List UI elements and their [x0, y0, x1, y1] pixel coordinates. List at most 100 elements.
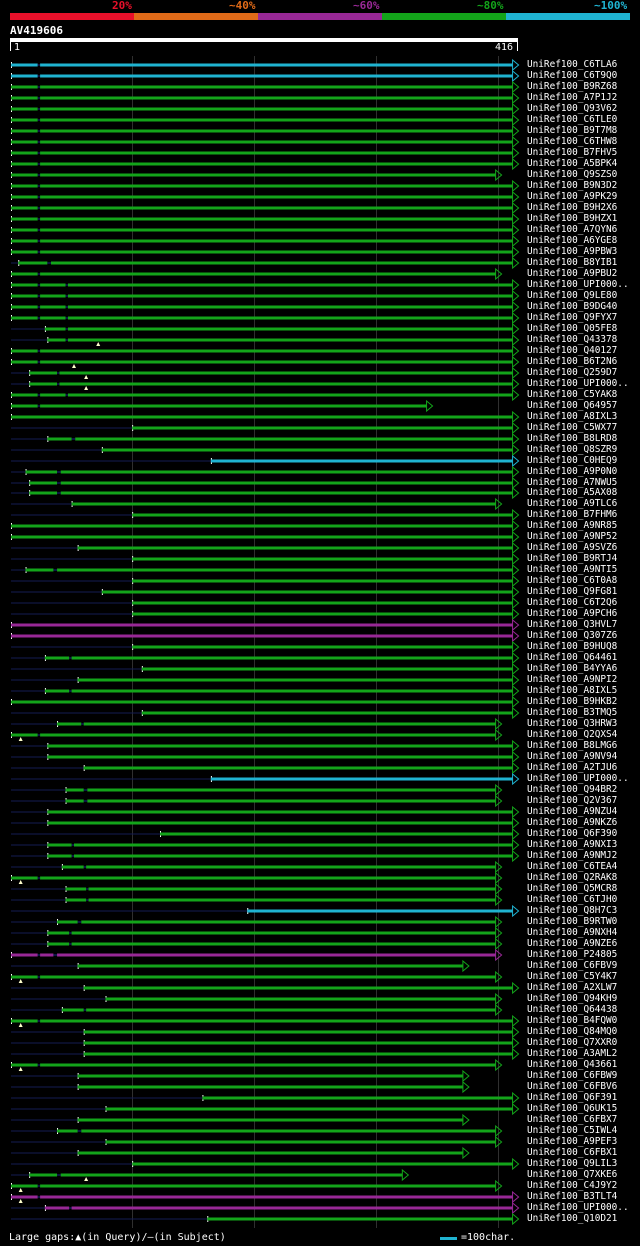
hit-label-link[interactable]: UniRef100_C6FBX7 — [527, 1114, 618, 1125]
hit-label-link[interactable]: UniRef100_B9HKB2 — [527, 696, 618, 707]
hit-label-link[interactable]: UniRef100_Q6UK15 — [527, 1103, 618, 1114]
hit-label-link[interactable]: UniRef100_Q2RAK8 — [527, 872, 618, 883]
hit-alignment-row[interactable] — [11, 212, 520, 226]
hit-alignment-row[interactable] — [11, 1069, 470, 1083]
hit-label-link[interactable]: UniRef100_Q10D21 — [527, 1213, 618, 1224]
hit-label-link[interactable]: UniRef100_Q8SZR9 — [527, 444, 618, 455]
hit-alignment-row[interactable] — [11, 739, 520, 753]
hit-alignment-row[interactable] — [11, 157, 520, 171]
hit-label-link[interactable]: UniRef100_C6FBV9 — [527, 960, 618, 971]
hit-alignment-row[interactable] — [11, 981, 520, 995]
hit-label-link[interactable]: UniRef100_Q93V62 — [527, 103, 618, 114]
hit-alignment-row[interactable] — [11, 1058, 503, 1072]
hit-label-link[interactable]: UniRef100_Q9LE80 — [527, 290, 618, 301]
hit-alignment-row[interactable] — [11, 959, 470, 973]
hit-label-link[interactable]: UniRef100_A7QYN6 — [527, 224, 618, 235]
hit-alignment-row[interactable] — [11, 1179, 503, 1193]
hit-label-link[interactable]: UniRef100_A9PBW3 — [527, 246, 618, 257]
hit-label-link[interactable]: UniRef100_C6T2Q6 — [527, 597, 618, 608]
hit-label-link[interactable]: UniRef100_C5YAK8 — [527, 389, 618, 400]
hit-label-link[interactable]: UniRef100_A9PCH6 — [527, 608, 618, 619]
hit-alignment-row[interactable] — [11, 552, 520, 566]
hit-alignment-row[interactable] — [11, 443, 520, 457]
hit-alignment-row[interactable] — [11, 1047, 520, 1061]
hit-alignment-row[interactable] — [11, 377, 520, 391]
hit-alignment-row[interactable] — [11, 519, 520, 533]
hit-alignment-row[interactable] — [11, 344, 520, 358]
hit-alignment-row[interactable] — [11, 234, 520, 248]
hit-alignment-row[interactable] — [11, 860, 503, 874]
hit-alignment-row[interactable] — [11, 1091, 520, 1105]
hit-alignment-row[interactable] — [11, 695, 520, 709]
hit-label-link[interactable]: UniRef100_A2TJU6 — [527, 762, 618, 773]
hit-alignment-row[interactable] — [11, 1003, 503, 1017]
hit-alignment-row[interactable] — [11, 454, 520, 468]
hit-label-link[interactable]: UniRef100_A9NV94 — [527, 751, 618, 762]
hit-alignment-row[interactable] — [11, 1113, 470, 1127]
hit-alignment-row[interactable] — [11, 80, 520, 94]
hit-alignment-row[interactable] — [11, 69, 520, 83]
hit-alignment-row[interactable] — [11, 1124, 503, 1138]
hit-alignment-row[interactable] — [11, 937, 503, 951]
hit-label-link[interactable]: UniRef100_A7NWU5 — [527, 477, 618, 488]
hit-label-link[interactable]: UniRef100_C5WX77 — [527, 422, 618, 433]
hit-alignment-row[interactable] — [11, 256, 520, 270]
hit-label-link[interactable]: UniRef100_Q40127 — [527, 345, 618, 356]
hit-label-link[interactable]: UniRef100_B9RTW0 — [527, 916, 618, 927]
hit-alignment-row[interactable] — [11, 278, 520, 292]
hit-label-link[interactable]: UniRef100_Q64438 — [527, 1004, 618, 1015]
hit-label-link[interactable]: UniRef100_Q2V367 — [527, 795, 618, 806]
hit-alignment-row[interactable] — [11, 399, 434, 413]
hit-label-link[interactable]: UniRef100_Q3HVL7 — [527, 619, 618, 630]
hit-label-link[interactable]: UniRef100_Q94BR2 — [527, 784, 618, 795]
hit-label-link[interactable]: UniRef100_A9NMJ2 — [527, 850, 618, 861]
hit-alignment-row[interactable] — [11, 1201, 520, 1215]
hit-alignment-row[interactable] — [11, 607, 520, 621]
hit-label-link[interactable]: UniRef100_C6TLE0 — [527, 114, 618, 125]
hit-label-link[interactable]: UniRef100_B9HZX1 — [527, 213, 618, 224]
hit-label-link[interactable]: UniRef100_A3AML2 — [527, 1048, 618, 1059]
hit-label-link[interactable]: UniRef100_B7FHV5 — [527, 147, 618, 158]
hit-label-link[interactable]: UniRef100_Q43378 — [527, 334, 618, 345]
hit-alignment-row[interactable] — [11, 915, 503, 929]
hit-label-link[interactable]: UniRef100_B7FHM6 — [527, 509, 618, 520]
hit-alignment-row[interactable] — [11, 574, 520, 588]
hit-label-link[interactable]: UniRef100_A9P0N0 — [527, 466, 618, 477]
hit-label-link[interactable]: UniRef100_C6TJH0 — [527, 894, 618, 905]
hit-label-link[interactable]: UniRef100_Q6F390 — [527, 828, 618, 839]
hit-label-link[interactable]: UniRef100_A9NTI5 — [527, 564, 618, 575]
hit-alignment-row[interactable] — [11, 948, 503, 962]
hit-alignment-row[interactable] — [11, 486, 520, 500]
hit-label-link[interactable]: UniRef100_A9PBU2 — [527, 268, 618, 279]
hit-label-link[interactable]: UniRef100_A9TLC6 — [527, 498, 618, 509]
hit-label-link[interactable]: UniRef100_B6T2N6 — [527, 356, 618, 367]
hit-label-link[interactable]: UniRef100_Q5MCR8 — [527, 883, 618, 894]
hit-label-link[interactable]: UniRef100_Q64461 — [527, 652, 618, 663]
hit-label-link[interactable]: UniRef100_Q8H7C3 — [527, 905, 618, 916]
hit-alignment-row[interactable] — [11, 750, 520, 764]
hit-label-link[interactable]: UniRef100_UPI000.. — [527, 773, 629, 784]
hit-alignment-row[interactable] — [11, 410, 520, 424]
hit-label-link[interactable]: UniRef100_B8LRD8 — [527, 433, 618, 444]
hit-alignment-row[interactable] — [11, 508, 520, 522]
hit-label-link[interactable]: UniRef100_A8IXL3 — [527, 411, 618, 422]
hit-alignment-row[interactable] — [11, 223, 520, 237]
hit-alignment-row[interactable] — [11, 882, 503, 896]
hit-label-link[interactable]: UniRef100_C6T9Q0 — [527, 70, 618, 81]
hit-alignment-row[interactable] — [11, 135, 520, 149]
hit-alignment-row[interactable] — [11, 179, 520, 193]
hit-alignment-row[interactable] — [11, 970, 503, 984]
hit-alignment-row[interactable] — [11, 816, 520, 830]
hit-alignment-row[interactable] — [11, 893, 503, 907]
hit-label-link[interactable]: UniRef100_A9NPI2 — [527, 674, 618, 685]
hit-alignment-row[interactable] — [11, 585, 520, 599]
hit-alignment-row[interactable] — [11, 1014, 520, 1028]
hit-alignment-row[interactable] — [11, 1146, 470, 1160]
hit-label-link[interactable]: UniRef100_B9RZ68 — [527, 81, 618, 92]
hit-alignment-row[interactable] — [11, 465, 520, 479]
hit-label-link[interactable]: UniRef100_A9PK29 — [527, 191, 618, 202]
hit-label-link[interactable]: UniRef100_A8IXL5 — [527, 685, 618, 696]
hit-label-link[interactable]: UniRef100_Q9FYX7 — [527, 312, 618, 323]
hit-label-link[interactable]: UniRef100_B9N3D2 — [527, 180, 618, 191]
hit-label-link[interactable]: UniRef100_B4YYA6 — [527, 663, 618, 674]
